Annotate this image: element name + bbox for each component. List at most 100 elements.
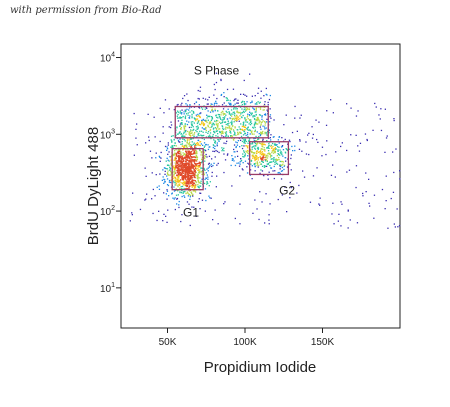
event-dot (198, 132, 200, 134)
event-dot (174, 156, 177, 158)
event-dot (303, 176, 306, 178)
event-dot (186, 140, 188, 142)
event-dot (183, 175, 185, 177)
x-tick-label: 50K (159, 337, 177, 348)
event-dot (193, 170, 195, 172)
event-dot (254, 142, 256, 144)
event-dot (225, 135, 227, 138)
event-dot (225, 128, 227, 130)
event-dot (373, 217, 375, 219)
event-dot (341, 203, 343, 205)
event-dot (256, 123, 258, 125)
event-dot (166, 190, 169, 192)
event-dot (181, 185, 184, 188)
event-dot (248, 108, 251, 111)
event-dot (223, 113, 225, 115)
event-dot (195, 181, 198, 183)
event-dot (166, 178, 169, 180)
event-dot (210, 103, 212, 105)
event-dot (185, 156, 187, 158)
event-dot (233, 99, 235, 102)
event-dot (180, 174, 182, 176)
event-dot (197, 165, 200, 167)
event-dot (185, 168, 187, 170)
event-dot (220, 93, 223, 96)
event-dot (253, 130, 256, 133)
event-dot (204, 145, 206, 147)
event-dot (191, 124, 193, 126)
event-dot (197, 185, 199, 188)
event-dot (201, 161, 203, 163)
event-dot (184, 123, 186, 125)
event-dot (186, 120, 188, 122)
event-dot (208, 155, 211, 157)
event-dot (207, 124, 209, 126)
event-dot (337, 220, 339, 222)
event-dot (189, 167, 192, 169)
event-dot (185, 176, 188, 178)
event-dot (183, 153, 186, 155)
event-dot (176, 126, 178, 128)
event-dot (232, 158, 234, 160)
event-dot (212, 111, 214, 113)
event-dot (234, 132, 236, 135)
event-dot (190, 138, 192, 140)
event-dot (219, 128, 221, 130)
event-dot (243, 142, 245, 144)
event-dot (216, 124, 218, 126)
event-dot (215, 149, 217, 152)
event-dot (200, 112, 202, 114)
event-dot (253, 163, 255, 166)
event-dot (196, 118, 199, 120)
event-dot (162, 132, 164, 134)
event-dot (198, 107, 201, 109)
event-dot (195, 164, 197, 167)
event-dot (173, 165, 175, 167)
event-dot (286, 166, 289, 168)
event-dot (262, 144, 264, 146)
event-dot (217, 135, 219, 138)
event-dot (273, 148, 275, 150)
event-dot (207, 167, 209, 169)
event-dot (270, 117, 272, 119)
event-dot (178, 150, 181, 153)
event-dot (198, 171, 200, 173)
event-dot (262, 133, 264, 135)
event-dot (261, 145, 263, 148)
event-dot (260, 143, 262, 145)
event-dot (267, 150, 270, 152)
event-dot (166, 198, 168, 200)
event-dot (181, 190, 183, 192)
event-dot (182, 138, 184, 140)
event-dot (189, 111, 191, 113)
event-dot (183, 127, 186, 129)
event-dot (162, 220, 164, 222)
event-dot (248, 123, 250, 125)
event-dot (182, 163, 184, 165)
event-dot (245, 106, 247, 108)
event-dot (224, 201, 226, 203)
event-dot (191, 206, 193, 208)
event-dot (242, 162, 244, 164)
event-dot (171, 145, 173, 147)
event-dot (183, 182, 186, 185)
event-dot (189, 155, 191, 157)
event-dot (255, 135, 257, 138)
event-dot (245, 119, 247, 121)
event-dot (217, 125, 219, 127)
event-dot (234, 116, 236, 118)
event-dot (263, 149, 265, 151)
event-dot (275, 158, 278, 161)
event-dot (223, 102, 225, 104)
event-dot (372, 129, 374, 131)
event-dot (170, 163, 172, 165)
event-dot (255, 154, 257, 157)
event-dot (188, 203, 190, 205)
event-dot (265, 114, 267, 116)
event-dot (189, 224, 191, 227)
event-dot (264, 149, 266, 151)
event-dot (236, 119, 238, 122)
event-dot (240, 123, 242, 125)
event-dot (193, 168, 195, 171)
